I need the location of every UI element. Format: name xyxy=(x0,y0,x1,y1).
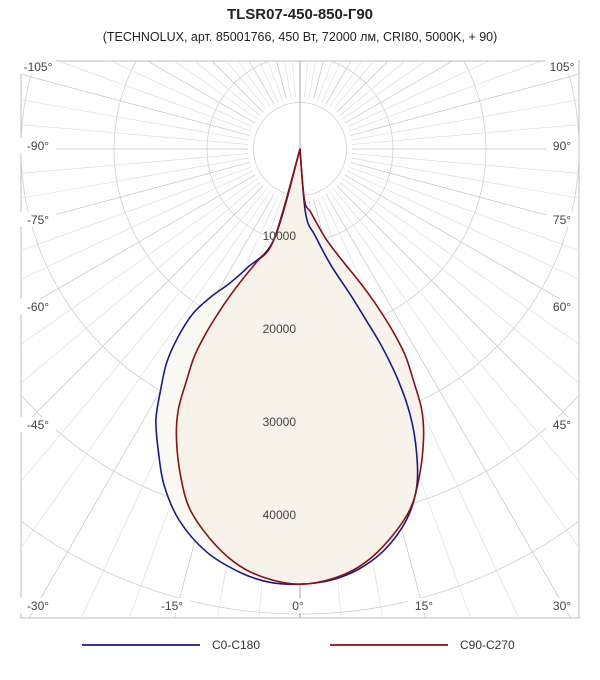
grid-spoke xyxy=(110,61,254,128)
angle-tick-label: 30° xyxy=(553,599,571,613)
grid-spoke xyxy=(329,191,579,549)
grid-spoke xyxy=(57,61,252,132)
angle-tick-label: 105° xyxy=(550,60,575,74)
angle-label-bg xyxy=(20,417,56,432)
grid-spoke xyxy=(21,170,254,280)
grid-spoke xyxy=(346,170,579,280)
angle-label-bg xyxy=(20,59,56,74)
angle-tick-label: -60° xyxy=(27,300,49,314)
grid-spoke xyxy=(344,61,454,124)
radial-tick-label: 20000 xyxy=(263,322,297,336)
chart-subtitle: (TECHNOLUX, арт. 85001766, 450 Вт, 72000… xyxy=(102,30,498,44)
grid-spoke xyxy=(21,162,250,225)
angle-tick-label: -75° xyxy=(27,213,49,227)
grid-spoke xyxy=(325,193,572,618)
grid-spoke xyxy=(336,185,579,429)
angle-tick-label: 60° xyxy=(553,300,571,314)
angle-label-bg xyxy=(546,417,578,432)
angle-tick-label: 75° xyxy=(553,213,571,227)
angle-label-bg xyxy=(546,299,578,314)
grid-spoke xyxy=(21,73,250,136)
grid-spoke xyxy=(21,99,249,141)
grid-spoke xyxy=(21,185,264,429)
legend: C0-C180 C90-C270 xyxy=(82,638,515,652)
grid-spoke xyxy=(346,61,490,128)
grid-spoke xyxy=(28,193,275,618)
angle-label-bg xyxy=(20,212,56,227)
grid-spoke xyxy=(146,61,256,124)
grid-spoke xyxy=(21,188,267,483)
chart-title: TLSR07-450-850-Г90 xyxy=(226,6,374,23)
grid-spoke xyxy=(21,166,252,251)
angle-tick-label: -90° xyxy=(27,139,49,153)
grid-spoke xyxy=(351,99,579,141)
radial-tick-label: 40000 xyxy=(263,508,297,522)
angle-label-bg xyxy=(20,138,56,153)
grid-spoke xyxy=(173,61,258,120)
grid-spoke xyxy=(21,182,261,384)
angle-label-bg xyxy=(154,598,190,613)
grid-spoke xyxy=(321,195,520,618)
angle-tick-label: 45° xyxy=(553,418,571,432)
angle-label-bg xyxy=(408,598,440,613)
grid-spoke xyxy=(348,61,543,132)
grid-spoke xyxy=(21,191,271,549)
angle-tick-label: 15° xyxy=(415,599,433,613)
angle-label-bg xyxy=(546,598,578,613)
angle-label-bg xyxy=(280,598,316,613)
angle-tick-label: -30° xyxy=(27,599,49,613)
legend-label: C0-C180 xyxy=(212,638,260,652)
grid-spoke xyxy=(342,178,579,345)
grid-spoke xyxy=(350,162,579,225)
grid-spoke xyxy=(194,61,261,116)
grid-spoke xyxy=(351,157,579,199)
grid-spoke xyxy=(333,188,579,483)
tick-labels: 10000 20000 30000 40000 -105° -90° -75° -60° -45… xyxy=(20,59,578,613)
grid-spoke xyxy=(21,153,249,174)
series-line-C90-C270 xyxy=(175,148,425,585)
series-fill-C90-C270 xyxy=(176,149,424,585)
angle-label-bg xyxy=(546,59,578,74)
angle-label-bg xyxy=(546,138,578,153)
grid-spoke xyxy=(351,124,579,145)
grid-spoke xyxy=(342,61,427,120)
series-line-C0-C180 xyxy=(155,148,419,586)
grid-spoke xyxy=(348,166,579,251)
grid-spoke xyxy=(339,182,579,384)
grid-spoke xyxy=(350,73,579,136)
grid-spoke xyxy=(21,178,258,345)
angle-label-bg xyxy=(20,299,56,314)
series-layer xyxy=(155,148,425,586)
angle-tick-label: 0° xyxy=(292,599,304,613)
angle-label-bg xyxy=(20,598,56,613)
grid-spoke xyxy=(21,157,249,199)
angle-label-bg xyxy=(546,212,578,227)
angle-tick-label: -45° xyxy=(27,418,49,432)
radial-tick-label: 10000 xyxy=(263,229,297,243)
grid-spoke xyxy=(339,61,406,116)
curve-fill-layer xyxy=(155,149,424,585)
angle-tick-label: -105° xyxy=(24,60,53,74)
legend-label: C90-C270 xyxy=(460,638,515,652)
grid-spoke xyxy=(351,153,579,174)
grid-spoke xyxy=(21,124,249,145)
angle-tick-label: -15° xyxy=(161,599,183,613)
angle-tick-label: 90° xyxy=(553,139,571,153)
radial-tick-label: 30000 xyxy=(263,415,297,429)
